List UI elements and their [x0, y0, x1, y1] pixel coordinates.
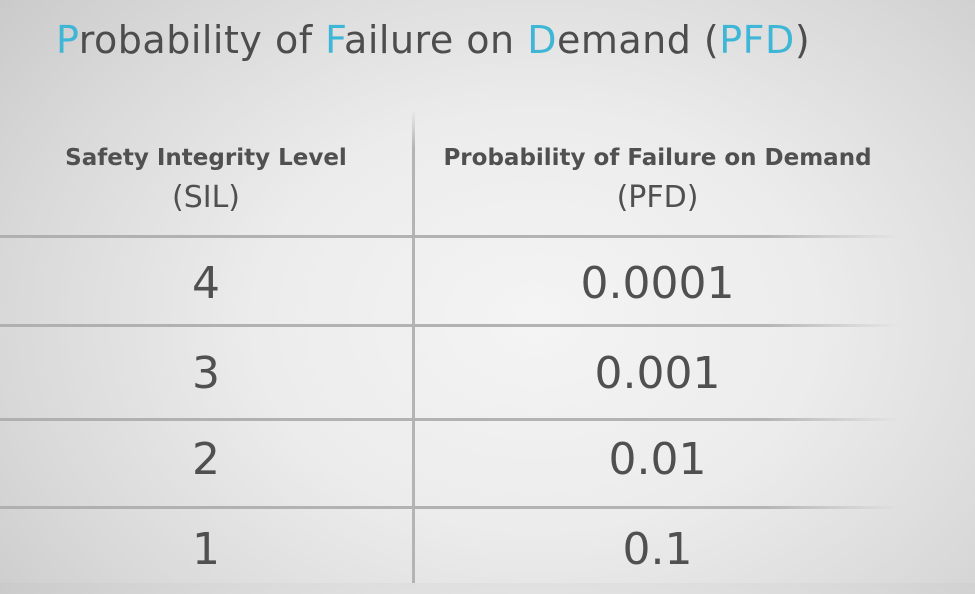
- row-divider: [0, 506, 900, 509]
- header-sil-line1: Safety Integrity Level: [65, 145, 347, 171]
- cell-sil-row-3: 2: [192, 434, 220, 485]
- sil-pfd-table: Safety Integrity Level (SIL) Probability…: [0, 110, 975, 583]
- header-pfd: Probability of Failure on Demand (PFD): [415, 138, 900, 218]
- title-text-3: emand (: [556, 18, 720, 62]
- cell-pfd-row-4: 0.1: [622, 524, 693, 575]
- header-pfd-line1: Probability of Failure on Demand: [443, 145, 872, 171]
- column-divider: [412, 110, 415, 583]
- row-divider: [0, 235, 900, 238]
- cell-pfd-row-3: 0.01: [608, 434, 707, 485]
- title-text-4: ): [794, 18, 811, 62]
- row-divider: [0, 418, 900, 421]
- cell-sil-row-4: 1: [192, 524, 220, 575]
- title-text-1: robability of: [78, 18, 326, 62]
- title-abbrev-pfd: PFD: [719, 18, 795, 62]
- title-initial-d: D: [527, 18, 557, 62]
- header-sil: Safety Integrity Level (SIL): [0, 138, 412, 218]
- title-initial-p: P: [56, 18, 79, 62]
- title-initial-f: F: [325, 18, 345, 62]
- cell-sil-row-2: 3: [192, 348, 220, 399]
- cell-pfd-row-2: 0.001: [594, 348, 721, 399]
- title-text-2: ailure on: [344, 18, 528, 62]
- row-divider: [0, 324, 900, 327]
- header-sil-line2: (SIL): [171, 180, 240, 215]
- header-pfd-line2: (PFD): [616, 180, 699, 215]
- page-title: Probability of Failure on Demand (PFD): [56, 18, 810, 62]
- cell-pfd-row-1: 0.0001: [580, 258, 735, 309]
- cell-sil-row-1: 4: [192, 258, 220, 309]
